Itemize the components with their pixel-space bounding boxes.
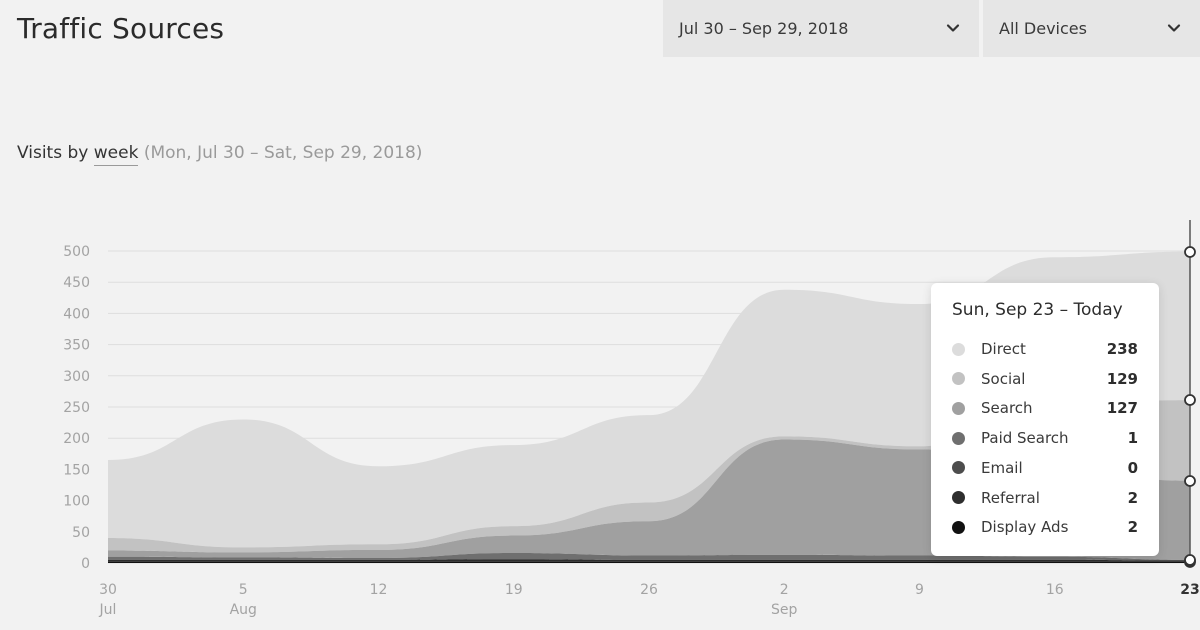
y-tick-label: 500 [63,244,90,260]
hover-marker [1184,475,1196,487]
y-tick-label: 200 [63,431,90,447]
x-tick-label: 30 [99,582,117,598]
tooltip-row: Email 0 [952,457,1138,479]
tooltip-row: Referral 2 [952,487,1138,509]
tooltip-row-value: 127 [1106,399,1138,418]
tooltip-row-value: 0 [1127,458,1138,477]
x-tick-label: 19 [505,582,523,598]
device-filter-label: All Devices [999,19,1087,38]
tooltip-row-label: Email [981,458,1023,477]
series-color-dot [952,491,965,504]
y-tick-label: 300 [63,369,90,385]
tooltip-row-value: 129 [1106,369,1138,388]
page-title: Traffic Sources [17,12,225,45]
tooltip-row-label: Referral [981,488,1040,507]
area-direct [108,251,1190,548]
area-referral [108,559,1190,562]
tooltip-row: Display Ads 2 [952,516,1138,538]
tooltip-row-label: Paid Search [981,429,1069,448]
date-range-dropdown[interactable]: Jul 30 – Sep 29, 2018 [663,0,979,57]
series-color-dot [952,372,965,386]
chart-subtitle: Visits by week (Mon, Jul 30 – Sat, Sep 2… [17,143,422,166]
tooltip-row-value: 1 [1127,429,1138,448]
tooltip-row-value: 238 [1106,340,1138,358]
chevron-down-icon [946,24,960,32]
series-color-dot [952,520,965,534]
x-tick-month: Aug [230,602,257,618]
area-search [108,439,1190,560]
subtitle-prefix: Visits by [17,143,89,163]
tooltip-row-label: Search [981,399,1033,418]
y-tick-label: 150 [63,462,90,478]
y-tick-label: 350 [63,338,90,354]
y-tick-label: 250 [63,400,90,416]
area-paid-search [108,553,1190,561]
tooltip-row-label: Direct [981,340,1026,358]
x-tick-label: 12 [370,582,388,598]
hover-marker [1184,394,1196,406]
y-tick-label: 50 [72,525,90,541]
y-tick-label: 400 [63,306,90,322]
x-tick-label: 2 [780,582,789,598]
y-tick-label: 100 [63,494,90,510]
tooltip-row: Social 129 [952,368,1138,390]
hover-marker [1184,246,1196,258]
tooltip-row: Direct 238 [952,338,1138,360]
interval-selector[interactable]: week [93,143,139,166]
series-color-dot [952,431,965,445]
tooltip-row: Search 127 [952,397,1138,419]
device-filter-dropdown[interactable]: All Devices [983,0,1200,57]
area-display-ads [108,561,1190,563]
x-tick-label: 9 [915,582,924,598]
series-color-dot [952,401,965,415]
tooltip-row-label: Social [981,369,1026,388]
y-tick-label: 450 [63,275,90,291]
series-color-dot [952,461,965,475]
date-range-label: Jul 30 – Sep 29, 2018 [679,19,849,38]
subtitle-range: (Mon, Jul 30 – Sat, Sep 29, 2018) [143,143,423,163]
x-tick-label: 5 [239,582,248,598]
tooltip-row-value: 2 [1127,518,1138,537]
x-tick-month: Sep [771,602,798,618]
y-tick-label: 0 [81,556,90,572]
x-tick-label: 16 [1046,582,1064,598]
x-tick-label: 26 [640,582,658,598]
x-tick-label: 23 [1180,582,1199,598]
tooltip-row-label: Display Ads [981,518,1069,537]
chart-tooltip: Sun, Sep 23 – Today Direct 238 Social 129 Se… [931,283,1159,556]
hover-marker [1184,554,1196,566]
x-tick-month: Jul [99,602,117,618]
tooltip-title: Sun, Sep 23 – Today [952,300,1123,320]
tooltip-row-value: 2 [1127,488,1138,507]
series-color-dot [952,342,965,356]
chevron-down-icon [1167,24,1181,32]
tooltip-row: Paid Search 1 [952,427,1138,449]
